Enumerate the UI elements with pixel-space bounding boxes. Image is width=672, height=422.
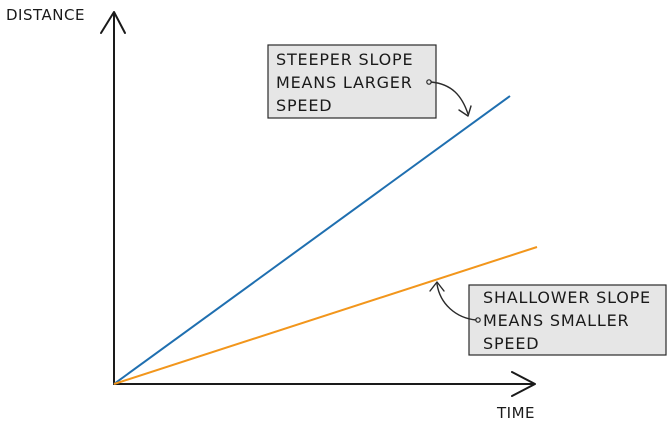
shallow-note-box	[468, 284, 667, 356]
shallow-note-line-3: SPEED	[483, 334, 539, 353]
steep-annotation: STEEPER SLOPE MEANS LARGER SPEED	[267, 44, 472, 119]
steep-pointer-arrow	[430, 81, 469, 115]
shallow-note-line-2: MEANS SMALLER	[483, 311, 629, 330]
y-axis-label: DISTANCE	[6, 6, 85, 24]
shallow-pointer-arrowhead	[429, 281, 445, 292]
shallow-pointer-arrow	[436, 283, 477, 321]
shallow-annotation: SHALLOWER SLOPE MEANS SMALLER SPEED	[429, 281, 667, 356]
steep-note-line-3: SPEED	[276, 96, 332, 115]
x-axis-label: TIME	[496, 404, 535, 422]
shallow-line	[113, 246, 538, 385]
steep-note-line-1: STEEPER SLOPE	[276, 50, 413, 69]
axes	[100, 11, 536, 397]
steep-note-line-2: MEANS LARGER	[276, 73, 413, 92]
x-axis-arrowhead	[511, 371, 536, 397]
steep-line	[113, 95, 511, 385]
steep-note-box	[267, 44, 437, 119]
steep-pointer-arrowhead	[458, 105, 472, 117]
shallow-note-line-1: SHALLOWER SLOPE	[483, 288, 651, 307]
y-axis-arrowhead	[100, 11, 126, 34]
